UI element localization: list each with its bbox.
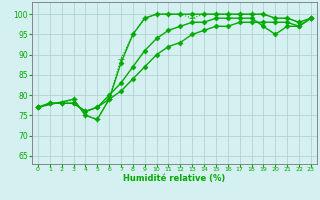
- X-axis label: Humidité relative (%): Humidité relative (%): [123, 174, 226, 183]
